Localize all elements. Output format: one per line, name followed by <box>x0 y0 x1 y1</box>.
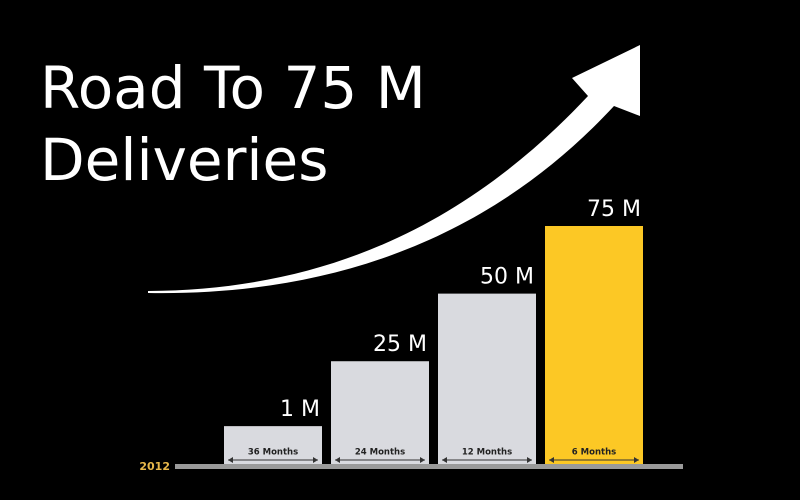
duration-label: 24 Months <box>355 448 405 458</box>
baseline <box>175 464 683 469</box>
title: Road To 75 M Deliveries <box>40 54 426 194</box>
duration-label: 12 Months <box>462 448 512 458</box>
start-label: 2012 <box>139 460 170 473</box>
duration-label: 36 Months <box>248 448 298 458</box>
value-label: 75 M <box>587 197 641 222</box>
value-label: 50 M <box>480 265 534 290</box>
duration-label: 6 Months <box>572 448 616 458</box>
value-label: 1 M <box>280 397 320 422</box>
bar <box>545 226 643 464</box>
bar <box>224 426 322 464</box>
bar <box>438 293 536 464</box>
bar <box>331 361 429 464</box>
growth-arrow <box>148 45 640 294</box>
value-label: 25 M <box>373 332 427 357</box>
